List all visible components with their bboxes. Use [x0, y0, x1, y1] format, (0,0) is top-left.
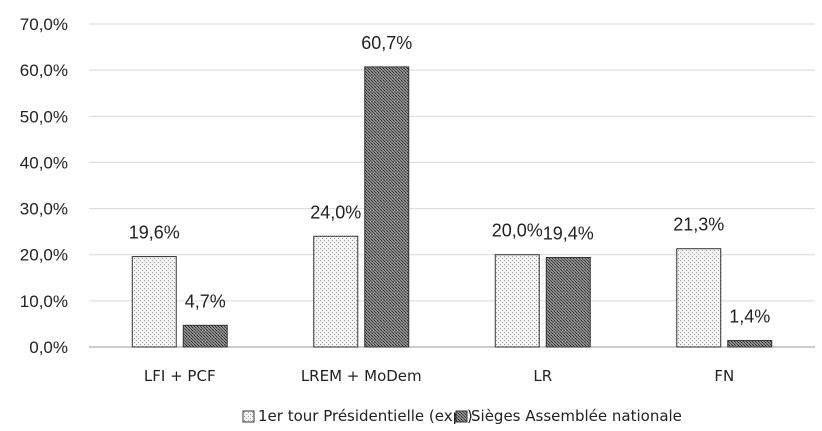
bar-seats-0	[182, 324, 228, 348]
y-tick-label: 70,0%	[20, 15, 68, 34]
bar-presidential-1	[313, 235, 359, 348]
data-label: 1,4%	[729, 307, 770, 327]
data-label: 24,0%	[310, 202, 361, 222]
data-labels: 19,6% 4,7% 24,0% 60,7% 20,0% 19,4% 21,3% 1,4%	[129, 33, 771, 327]
y-axis: 0,0% 10,0% 20,0% 30,0% 40,0% 50,0% 60,0% 70,0%	[20, 15, 68, 357]
bar-presidential-2	[494, 254, 540, 348]
data-label: 19,6%	[129, 223, 180, 243]
y-tick-label: 0,0%	[29, 338, 68, 357]
bar-presidential-3	[676, 248, 722, 348]
legend-label: Sièges Assemblée nationale	[471, 407, 682, 425]
legend: 1er tour Présidentielle (exp.)Sièges Ass…	[242, 407, 682, 425]
bar-seats-3	[727, 340, 773, 348]
category-label: LREM + MoDem	[301, 367, 422, 385]
bar-seats-2	[545, 256, 591, 348]
legend-label: 1er tour Présidentielle (exp.)	[258, 407, 473, 425]
category-label: FN	[714, 367, 734, 385]
y-tick-label: 20,0%	[20, 246, 68, 265]
y-tick-label: 10,0%	[20, 292, 68, 311]
data-label: 19,4%	[543, 223, 594, 243]
bar-seats-1	[364, 66, 410, 348]
y-tick-label: 30,0%	[20, 200, 68, 219]
bars	[131, 66, 773, 348]
y-tick-label: 40,0%	[20, 153, 68, 172]
data-label: 60,7%	[361, 33, 412, 53]
gridlines	[89, 23, 815, 348]
data-label: 4,7%	[185, 291, 226, 311]
data-label: 21,3%	[673, 215, 724, 235]
x-axis: LFI + PCF LREM + MoDem LR FN	[144, 367, 734, 385]
y-tick-label: 50,0%	[20, 107, 68, 126]
data-label: 20,0%	[492, 221, 543, 241]
bar-presidential-0	[131, 256, 177, 348]
legend-swatch	[242, 410, 255, 423]
legend-swatch	[455, 410, 468, 423]
y-tick-label: 60,0%	[20, 61, 68, 80]
category-label: LFI + PCF	[144, 367, 216, 385]
category-label: LR	[533, 367, 552, 385]
